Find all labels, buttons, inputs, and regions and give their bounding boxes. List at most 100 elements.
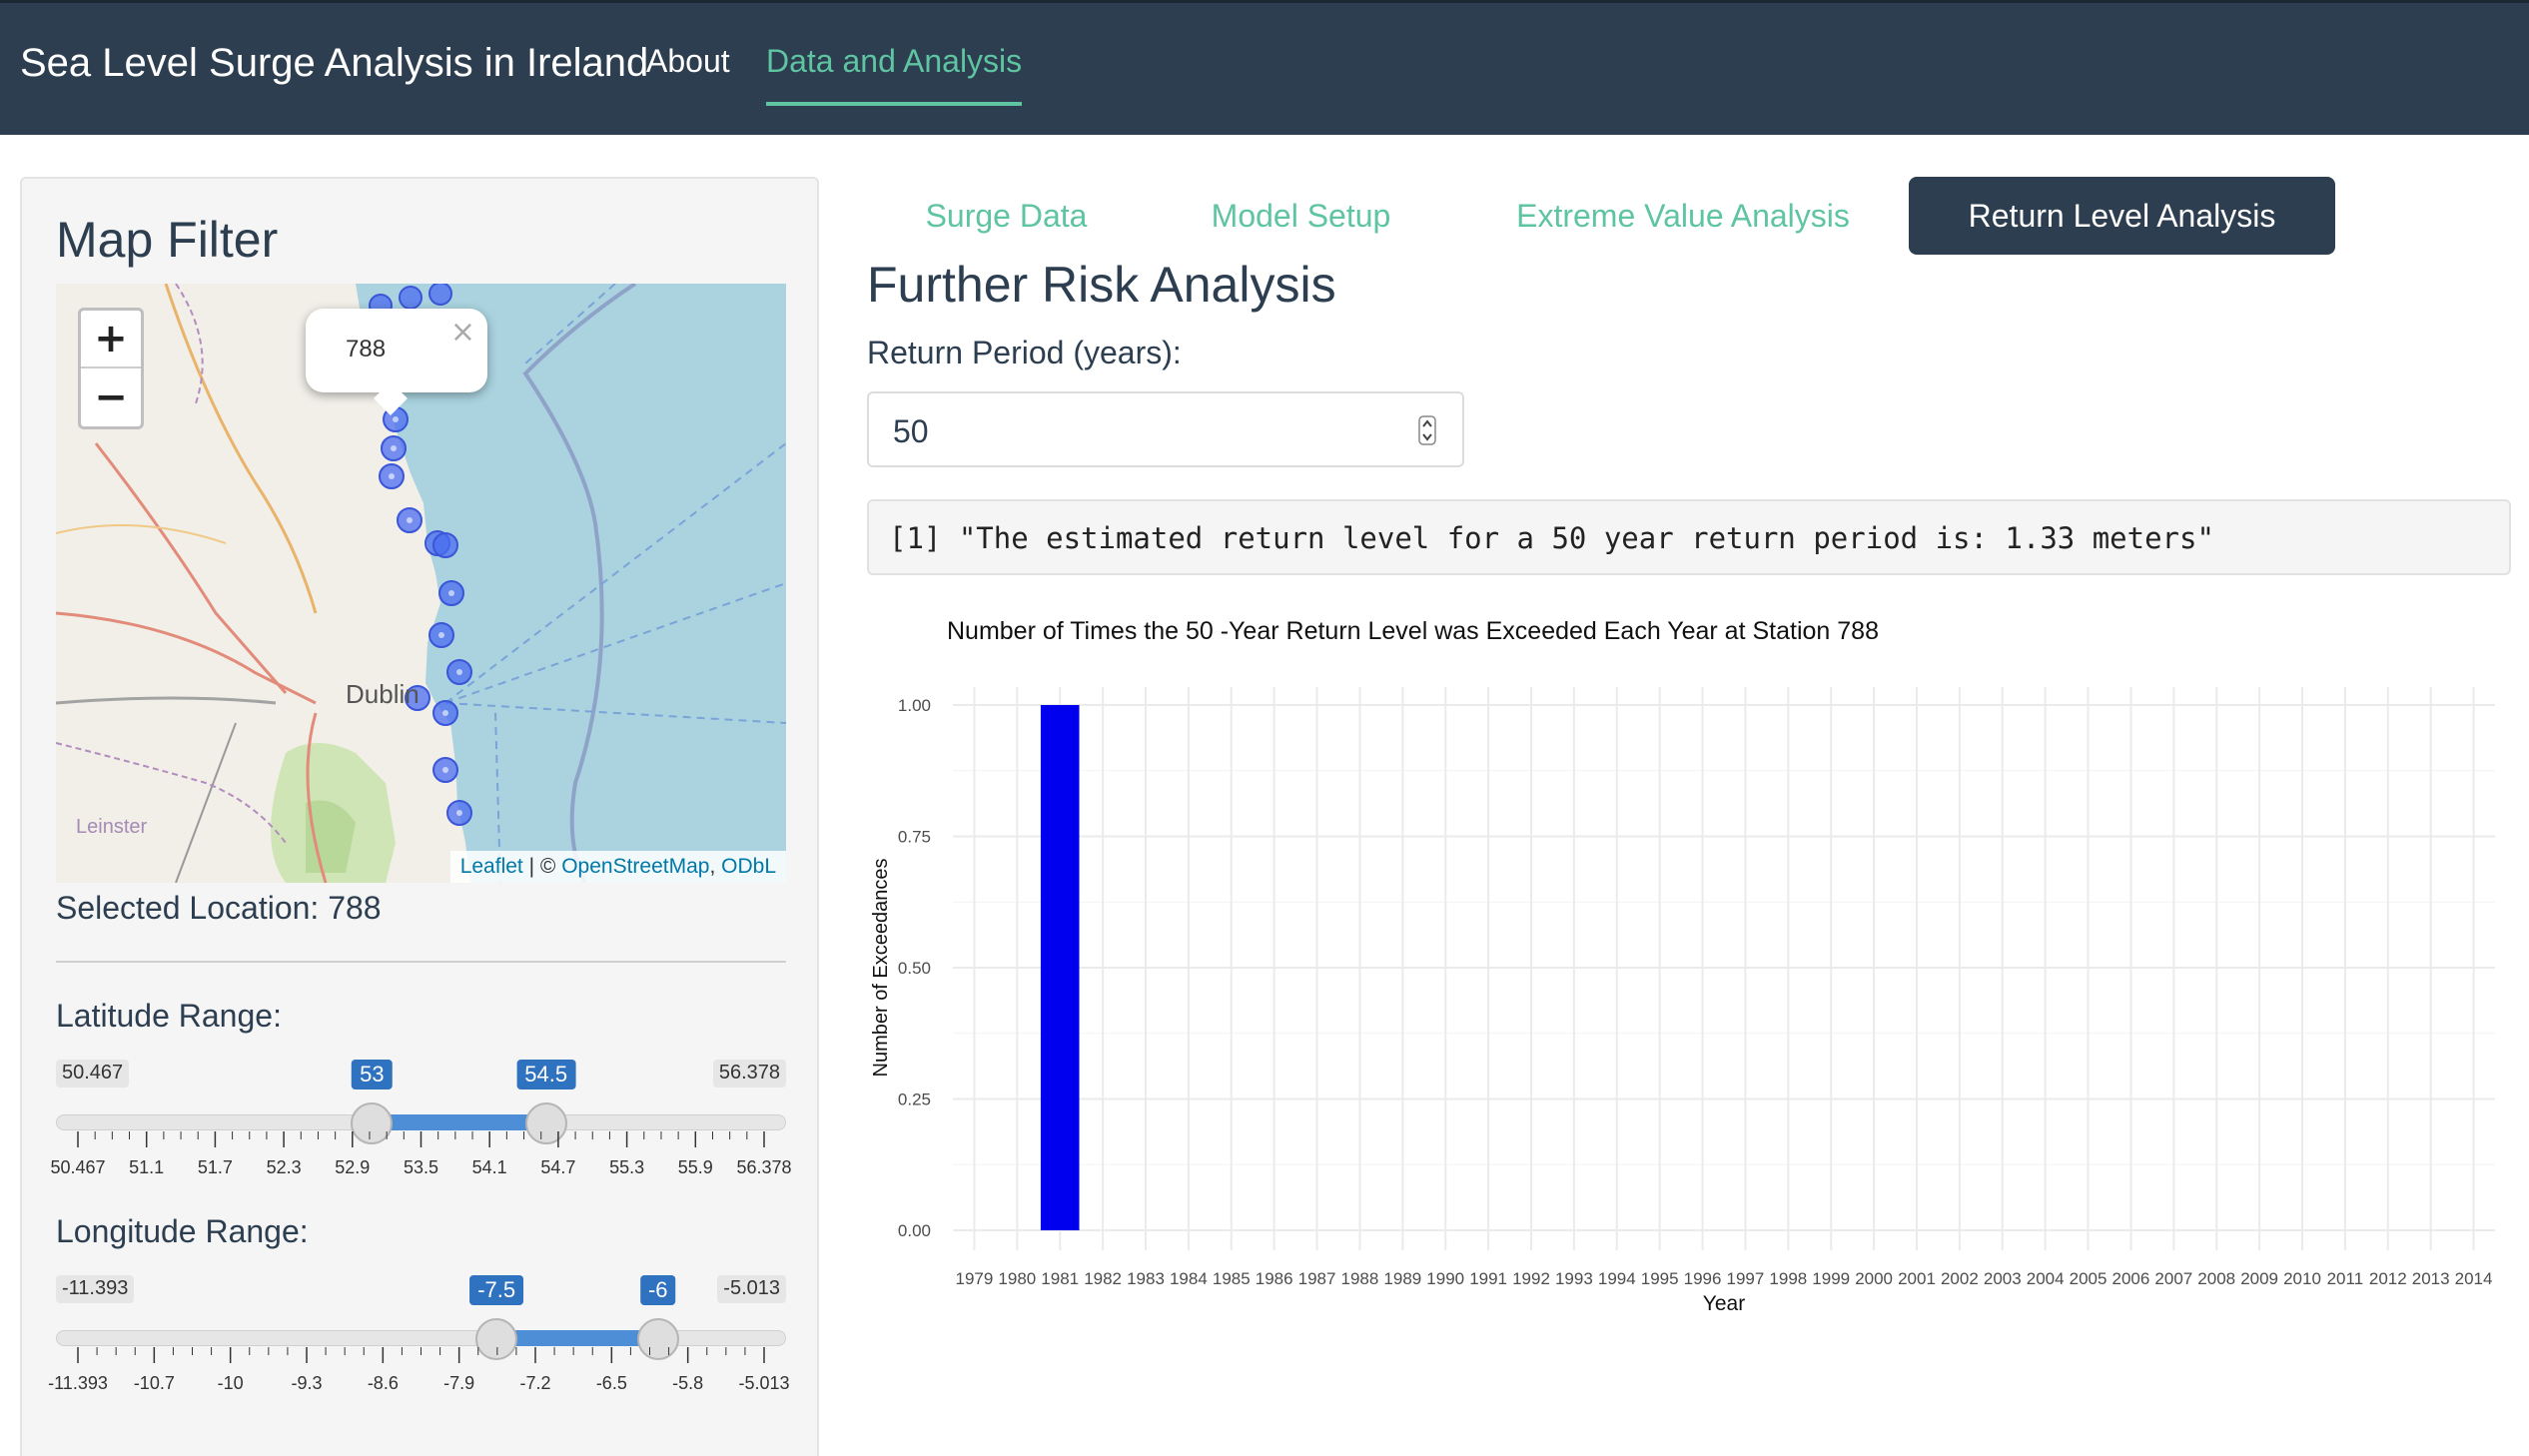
y-tick-label: 1.00 [898,696,931,715]
return-level-output: [1] "The estimated return level for a 50… [867,499,2511,575]
y-tick-label: 0.25 [898,1091,931,1109]
latitude-min-label: 50.467 [56,1060,130,1088]
map-tiles[interactable]: Dublin Leinster [56,284,786,883]
x-tick-label: 1979 [956,1269,994,1288]
station-popup: 788 × [306,309,487,415]
longitude-tick-label: -10.7 [133,1373,175,1393]
latitude-tick-label: 52.9 [335,1157,371,1177]
x-tick-label: 2002 [1941,1269,1979,1288]
x-tick-label: 1982 [1084,1269,1122,1288]
return-period-input[interactable]: 50 [867,391,1464,467]
tab-model-setup[interactable]: Model Setup [1211,197,1391,234]
number-spinner-icon[interactable] [1418,415,1436,445]
x-tick-label: 2000 [1855,1269,1893,1288]
x-tick-label: 2009 [2240,1269,2278,1288]
zoom-control: + − [78,308,144,429]
x-tick-label: 2014 [2455,1269,2493,1288]
x-tick-label: 1999 [1812,1269,1850,1288]
tab-extreme-value-analysis[interactable]: Extreme Value Analysis [1516,197,1850,234]
x-tick-label: 2008 [2197,1269,2235,1288]
app-brand[interactable]: Sea Level Surge Analysis in Ireland [20,41,649,85]
x-tick-label: 1998 [1769,1269,1807,1288]
longitude-selected-bar[interactable] [496,1330,658,1346]
return-period-label: Return Period (years): [867,335,1182,370]
y-tick-label: 0.50 [898,959,931,978]
x-tick-label: 1995 [1641,1269,1679,1288]
nav-about-link[interactable]: About [646,43,730,79]
latitude-tick-label: 51.7 [197,1157,233,1177]
section-title: Further Risk Analysis [867,257,1336,313]
longitude-from-handle[interactable] [475,1318,518,1360]
latitude-tick-label: 55.9 [677,1157,713,1177]
longitude-range-label: Longitude Range: [56,1213,309,1249]
latitude-to-handle[interactable] [524,1102,567,1144]
latitude-tick-label: 51.1 [129,1157,165,1177]
longitude-tick-label: -11.393 [48,1373,108,1393]
x-tick-label: 2001 [1898,1269,1936,1288]
x-tick-label: 1988 [1341,1269,1379,1288]
osm-link[interactable]: OpenStreetMap [561,855,710,878]
x-tick-label: 1983 [1127,1269,1165,1288]
attribution-separator: | © [522,855,562,878]
leaflet-map[interactable]: Dublin Leinster + − 788 × Leaflet | © Op… [56,284,786,883]
latitude-max-label: 56.378 [712,1060,786,1088]
x-tick-label: 1990 [1426,1269,1464,1288]
selected-location-text: Selected Location: 788 [56,890,382,926]
zoom-in-button[interactable]: + [81,311,141,368]
nav-data-analysis-link[interactable]: Data and Analysis [766,43,1023,79]
return-level-output-text: [1] "The estimated return level for a 50… [889,521,2214,555]
x-tick-label: 2012 [2369,1269,2407,1288]
tab-surge-data[interactable]: Surge Data [925,197,1088,234]
exceedance-chart: 0.00 0.25 0.50 0.75 1.00 1979 1980 1981 1982 1983… [867,599,2511,1398]
latitude-tick-label: 53.5 [403,1157,439,1177]
longitude-ticks: -11.393 -10.7 -10 -9.3 -8.6 -7.9 -7.2 -6.5 -5.8 -… [48,1347,790,1393]
latitude-tick-label: 50.467 [50,1157,106,1177]
longitude-tick-label: -5.013 [738,1373,790,1393]
longitude-tick-label: -9.3 [291,1373,323,1393]
x-tick-label: 2003 [1984,1269,2022,1288]
latitude-tick-label: 54.7 [540,1157,576,1177]
attribution-comma: , [709,855,722,878]
x-tick-label: 1993 [1555,1269,1593,1288]
x-tick-label: 1991 [1469,1269,1507,1288]
longitude-min-label: -11.393 [56,1275,135,1303]
latitude-from-handle[interactable] [351,1102,394,1144]
y-tick-label: 0.00 [898,1221,931,1240]
longitude-tick-label: -8.6 [367,1373,399,1393]
tab-return-level-analysis[interactable]: Return Level Analysis [1909,177,2335,255]
exceedance-chart-svg: 0.00 0.25 0.50 0.75 1.00 1979 1980 1981 1982 1983… [870,617,2495,1315]
map-city-label: Dublin [346,679,420,709]
y-axis-label: Number of Exceedances [870,858,892,1077]
x-tick-label: 2005 [2070,1269,2108,1288]
map-filter-panel: Map Filter [20,177,819,1456]
leaflet-link[interactable]: Leaflet [459,855,523,878]
longitude-tick-label: -10 [217,1373,244,1393]
latitude-selected-bar[interactable] [372,1114,546,1130]
navbar: Sea Level Surge Analysis in Ireland Abou… [0,0,2529,135]
return-period-value[interactable]: 50 [893,413,929,449]
longitude-range-slider[interactable]: -11.393 -5.013 -7.5 -6 -11.393 -10.7 -10 -9… [48,1275,790,1393]
latitude-range-slider[interactable]: 50.467 56.378 53 54.5 50.467 51.1 51.7 52.3… [50,1060,792,1177]
x-tick-label: 1996 [1684,1269,1722,1288]
x-tick-label: 1992 [1512,1269,1550,1288]
x-tick-label: 1980 [998,1269,1036,1288]
active-nav-indicator [766,102,1022,106]
x-tick-label: 1981 [1041,1269,1079,1288]
popup-station-id: 788 [346,336,387,363]
longitude-from-label: -7.5 [469,1275,524,1305]
x-tick-label: 2007 [2154,1269,2192,1288]
odbl-link[interactable]: ODbL [721,855,776,878]
latitude-tick-label: 52.3 [266,1157,302,1177]
longitude-max-label: -5.013 [717,1275,786,1303]
x-tick-label: 1997 [1727,1269,1765,1288]
longitude-tick-label: -7.9 [443,1373,475,1393]
longitude-to-handle[interactable] [636,1318,679,1360]
longitude-tick-label: -5.8 [672,1373,704,1393]
latitude-tick-label: 56.378 [736,1157,792,1177]
latitude-range-label: Latitude Range: [56,998,282,1034]
x-tick-label: 1986 [1256,1269,1293,1288]
popup-close-icon[interactable]: × [449,315,475,350]
sidebar-divider [56,961,786,963]
x-tick-label: 1989 [1383,1269,1421,1288]
zoom-out-button[interactable]: − [94,374,128,420]
